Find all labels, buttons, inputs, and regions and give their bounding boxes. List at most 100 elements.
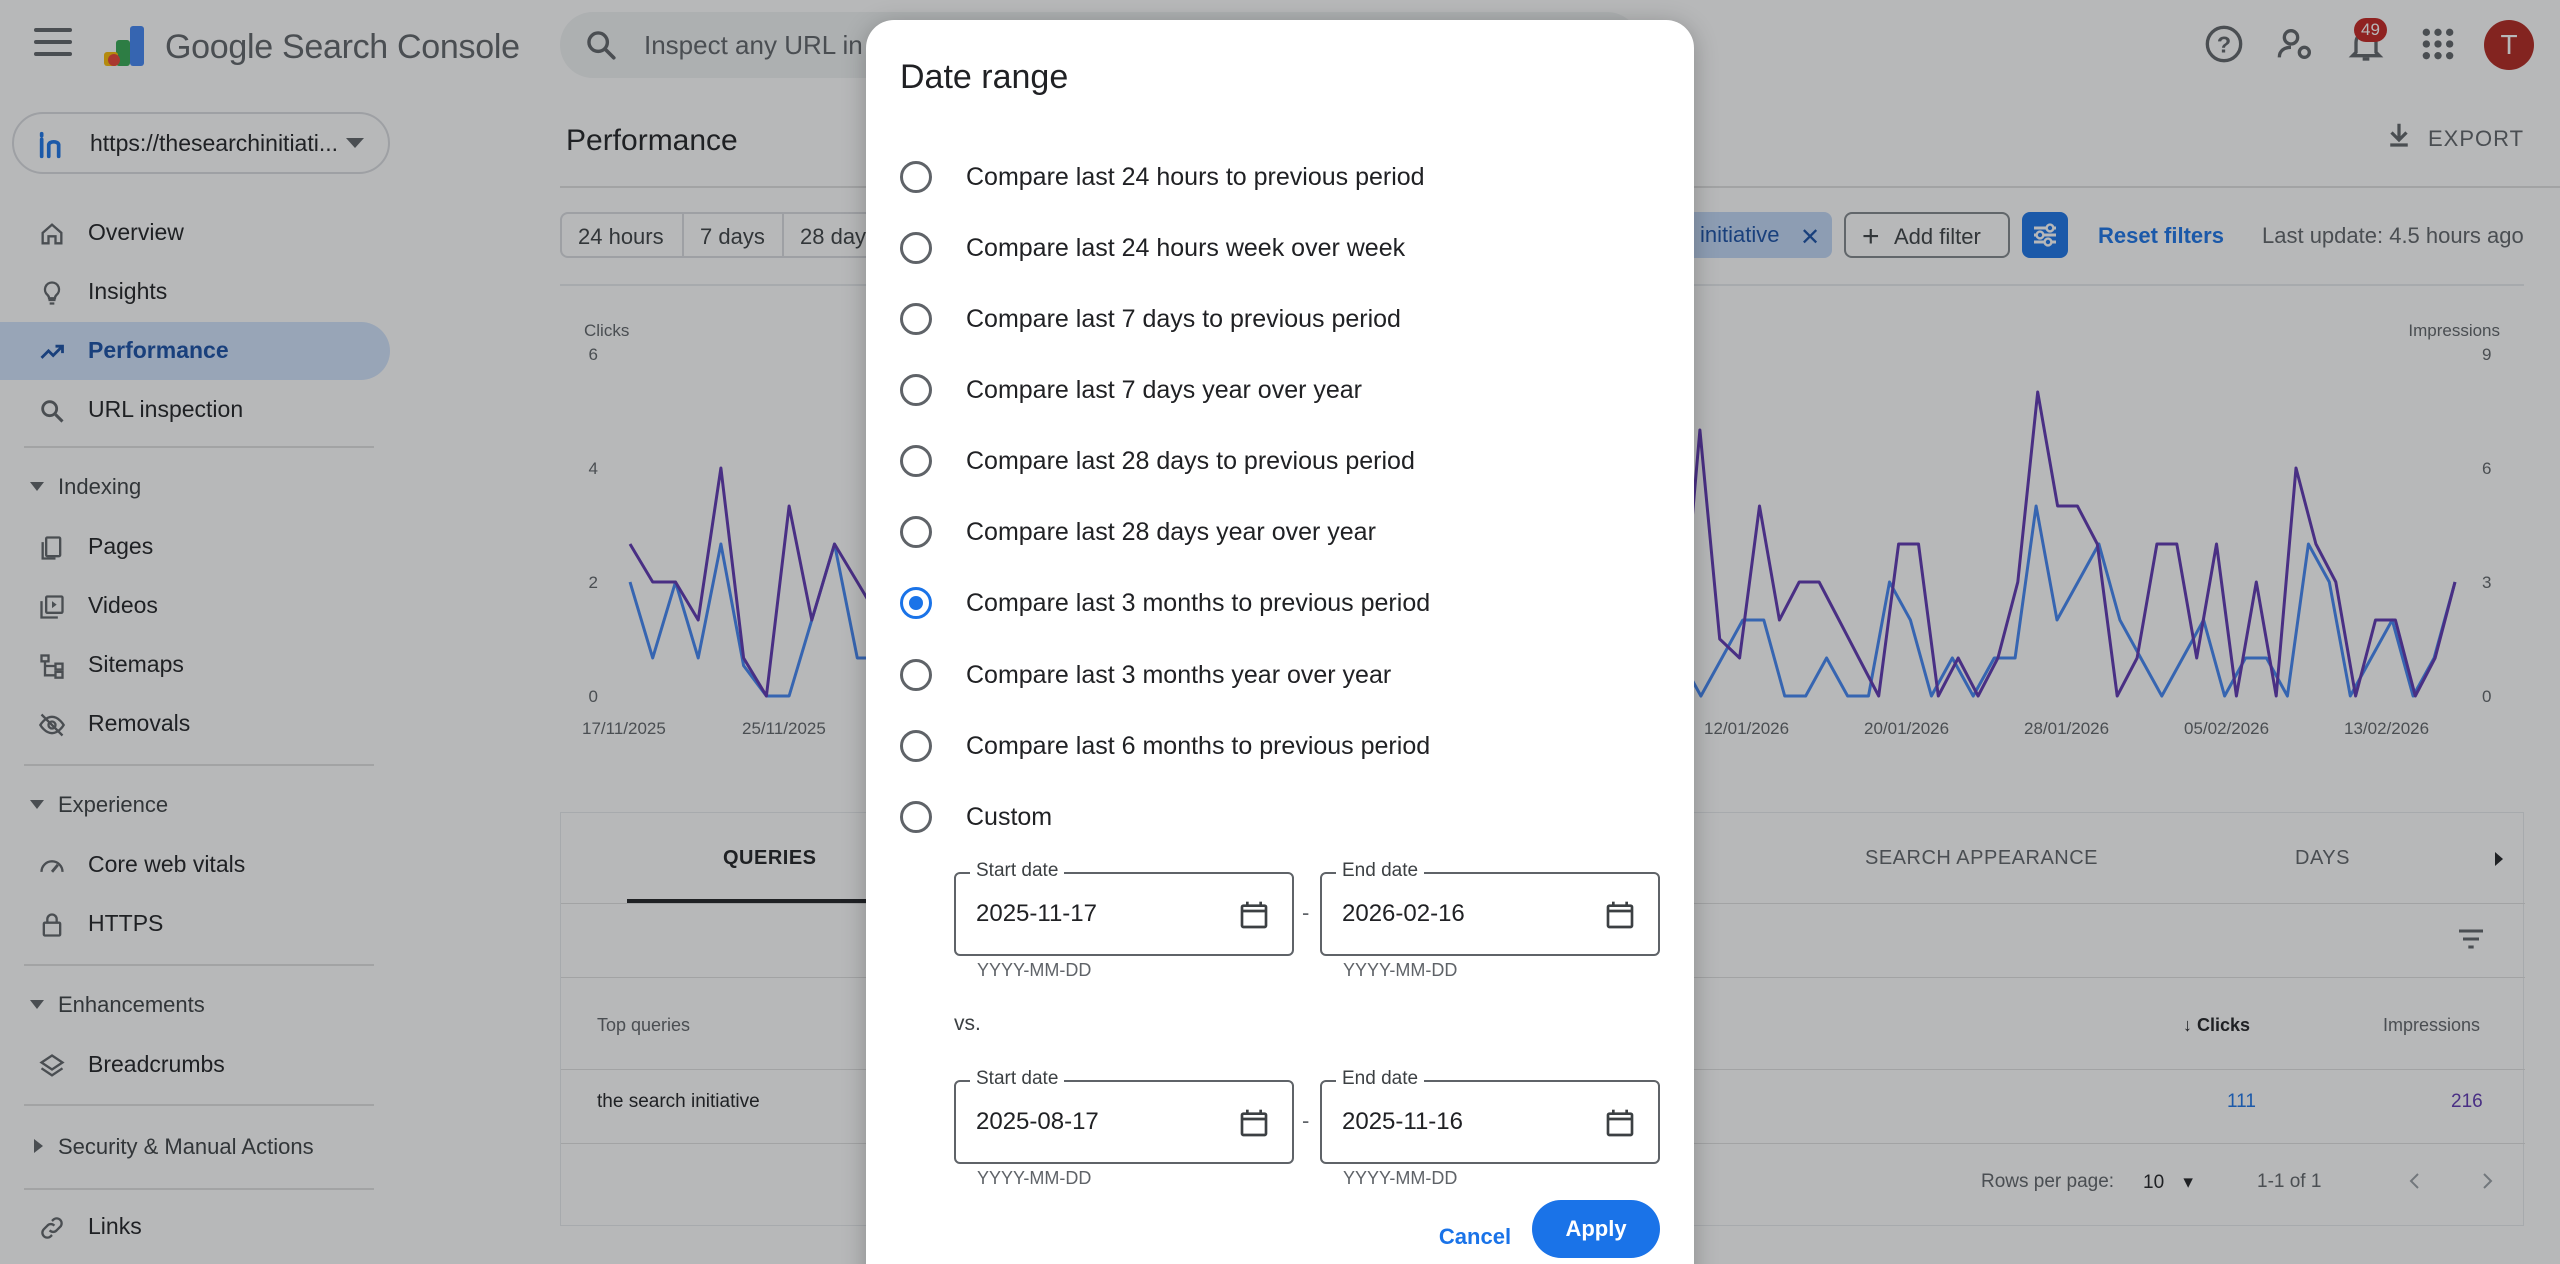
close-icon[interactable]: ✕	[1800, 224, 1821, 251]
sidebar-item-breadcrumbs[interactable]: Breadcrumbs	[0, 1036, 390, 1094]
apply-button[interactable]: Apply	[1532, 1200, 1660, 1258]
column-header-queries[interactable]: Top queries	[597, 1015, 691, 1035]
radio-button[interactable]	[900, 374, 932, 406]
chevron-right-icon[interactable]	[2489, 847, 2509, 871]
sidebar-item-label: URL inspection	[88, 396, 244, 422]
radio-button[interactable]	[900, 801, 932, 833]
section-security[interactable]: Security & Manual Actions	[0, 1122, 390, 1172]
date-format-hint: YYYY-MM-DD	[977, 960, 1092, 980]
sidebar-item-links[interactable]: Links	[0, 1198, 390, 1256]
sidebar-item-sitemaps[interactable]: Sitemaps	[0, 636, 390, 694]
radio-button[interactable]	[900, 232, 932, 264]
x-tick-label: 12/01/2026	[1704, 719, 1789, 738]
chevron-left-icon[interactable]	[2403, 1169, 2427, 1193]
compare-start-date-field[interactable]: Start date 2025-08-17	[954, 1068, 1294, 1164]
tab-days[interactable]: DAYS	[2295, 847, 2350, 869]
date-range-option[interactable]: Compare last 7 days year over year	[900, 365, 1660, 415]
option-label: Compare last 24 hours to previous period	[966, 163, 1425, 191]
sidebar-item-insights[interactable]: Insights	[0, 263, 390, 321]
compare-end-date-field[interactable]: End date 2025-11-16	[1320, 1068, 1660, 1164]
tune-icon	[2034, 223, 2056, 247]
sidebar-item-label: Performance	[88, 337, 229, 363]
date-range-option[interactable]: Compare last 7 days to previous period	[900, 294, 1660, 344]
date-range-option[interactable]: Compare last 28 days to previous period	[900, 436, 1660, 486]
column-header-impressions[interactable]: Impressions	[2383, 1015, 2481, 1035]
section-experience[interactable]: Experience	[0, 780, 390, 830]
option-label: Custom	[966, 803, 1053, 831]
search-icon	[587, 31, 616, 60]
date-button-24-hours[interactable]: 24 hours	[560, 212, 684, 258]
x-tick-label: 17/11/2025	[582, 719, 666, 738]
section-enhancements[interactable]: Enhancements	[0, 980, 390, 1030]
radio-button[interactable]	[900, 445, 932, 477]
sidebar-item-label: Sitemaps	[88, 651, 184, 677]
calendar-icon[interactable]	[1604, 898, 1636, 932]
sidebar-divider	[24, 1104, 374, 1106]
end-date-field[interactable]: End date 2026-02-16	[1320, 860, 1660, 956]
calendar-icon[interactable]	[1604, 1106, 1636, 1140]
date-range-option[interactable]: Custom	[900, 792, 1660, 842]
date-button-7-days[interactable]: 7 days	[682, 212, 784, 258]
radio-button[interactable]	[900, 659, 932, 691]
cancel-button[interactable]: Cancel	[1438, 1224, 1512, 1249]
property-logo-icon	[39, 131, 61, 159]
sidebar-item-core-web-vitals[interactable]: Core web vitals	[0, 836, 390, 894]
manage-users-icon[interactable]	[2276, 24, 2316, 64]
help-icon[interactable]: ?	[2204, 24, 2244, 64]
reset-filters-link[interactable]: Reset filters	[2098, 223, 2224, 248]
date-range-option[interactable]: Compare last 3 months to previous period	[900, 578, 1660, 628]
query-cell[interactable]: the search initiative	[597, 1091, 760, 1112]
date-range-option[interactable]: Compare last 6 months to previous period	[900, 721, 1660, 771]
chevron-right-icon[interactable]	[2475, 1169, 2499, 1193]
main-menu-icon[interactable]	[34, 28, 72, 60]
filter-options-button[interactable]	[2022, 212, 2068, 258]
start-date-field[interactable]: Start date 2025-11-17	[954, 860, 1294, 956]
column-header-clicks[interactable]: ↓ Clicks	[2183, 1015, 2251, 1035]
search-input[interactable]: Inspect any URL in 'ht	[644, 30, 897, 60]
arrow-down-icon: ↓	[2183, 1015, 2198, 1035]
start-date-label: Start date	[970, 1068, 1065, 1090]
sidebar-item-removals[interactable]: Removals	[0, 695, 390, 753]
end-date-value[interactable]: 2025-11-16	[1342, 1108, 1463, 1135]
sidebar-item-url-inspection[interactable]: URL inspection	[0, 381, 390, 439]
search-console-logo-icon	[104, 26, 144, 66]
section-indexing[interactable]: Indexing	[0, 462, 390, 512]
date-range-option[interactable]: Compare last 3 months year over year	[900, 650, 1660, 700]
date-range-option[interactable]: Compare last 28 days year over year	[900, 507, 1660, 557]
radio-button[interactable]	[900, 730, 932, 762]
apps-grid-icon[interactable]	[2418, 24, 2458, 64]
sidebar-item-pages[interactable]: Pages	[0, 518, 390, 576]
tab-queries[interactable]: QUERIES	[723, 847, 817, 869]
date-range-option[interactable]: Compare last 24 hours week over week	[900, 223, 1660, 273]
date-separator: -	[1302, 1108, 1310, 1133]
radio-button[interactable]	[900, 516, 932, 548]
sidebar-item-label: Core web vitals	[88, 851, 246, 877]
end-date-value[interactable]: 2026-02-16	[1342, 900, 1465, 927]
date-separator: -	[1302, 900, 1310, 925]
start-date-value[interactable]: 2025-08-17	[976, 1108, 1099, 1135]
start-date-value[interactable]: 2025-11-17	[976, 900, 1097, 927]
calendar-icon[interactable]	[1238, 1106, 1270, 1140]
add-filter-button[interactable]: + Add filter	[1844, 212, 2010, 258]
account-avatar[interactable]: T	[2484, 20, 2534, 70]
date-range-option[interactable]: Compare last 24 hours to previous period	[900, 152, 1660, 202]
download-icon	[2390, 123, 2408, 147]
app-title[interactable]: Google Search Console	[165, 28, 520, 66]
caret-down-icon	[30, 1000, 44, 1009]
sidebar-item-https[interactable]: HTTPS	[0, 895, 390, 953]
property-selector[interactable]: https://thesearchinitiati...	[12, 112, 390, 174]
tab-search-appearance[interactable]: SEARCH APPEARANCE	[1865, 847, 2099, 869]
sidebar-item-overview[interactable]: Overview	[0, 204, 390, 262]
add-filter-label: Add filter	[1894, 224, 1981, 249]
sidebar-item-videos[interactable]: Videos	[0, 577, 390, 635]
caret-down-icon: ▾	[2183, 1172, 2193, 1193]
sidebar-item-performance[interactable]: Performance	[0, 322, 390, 380]
radio-button[interactable]	[900, 587, 932, 619]
filter-list-icon[interactable]	[2455, 923, 2487, 955]
radio-button[interactable]	[900, 161, 932, 193]
dialog-title: Date range	[900, 58, 1069, 96]
calendar-icon[interactable]	[1238, 898, 1270, 932]
rows-per-page-select[interactable]: 10 ▾	[2143, 1172, 2193, 1193]
radio-button[interactable]	[900, 303, 932, 335]
date-format-hint: YYYY-MM-DD	[977, 1168, 1092, 1188]
